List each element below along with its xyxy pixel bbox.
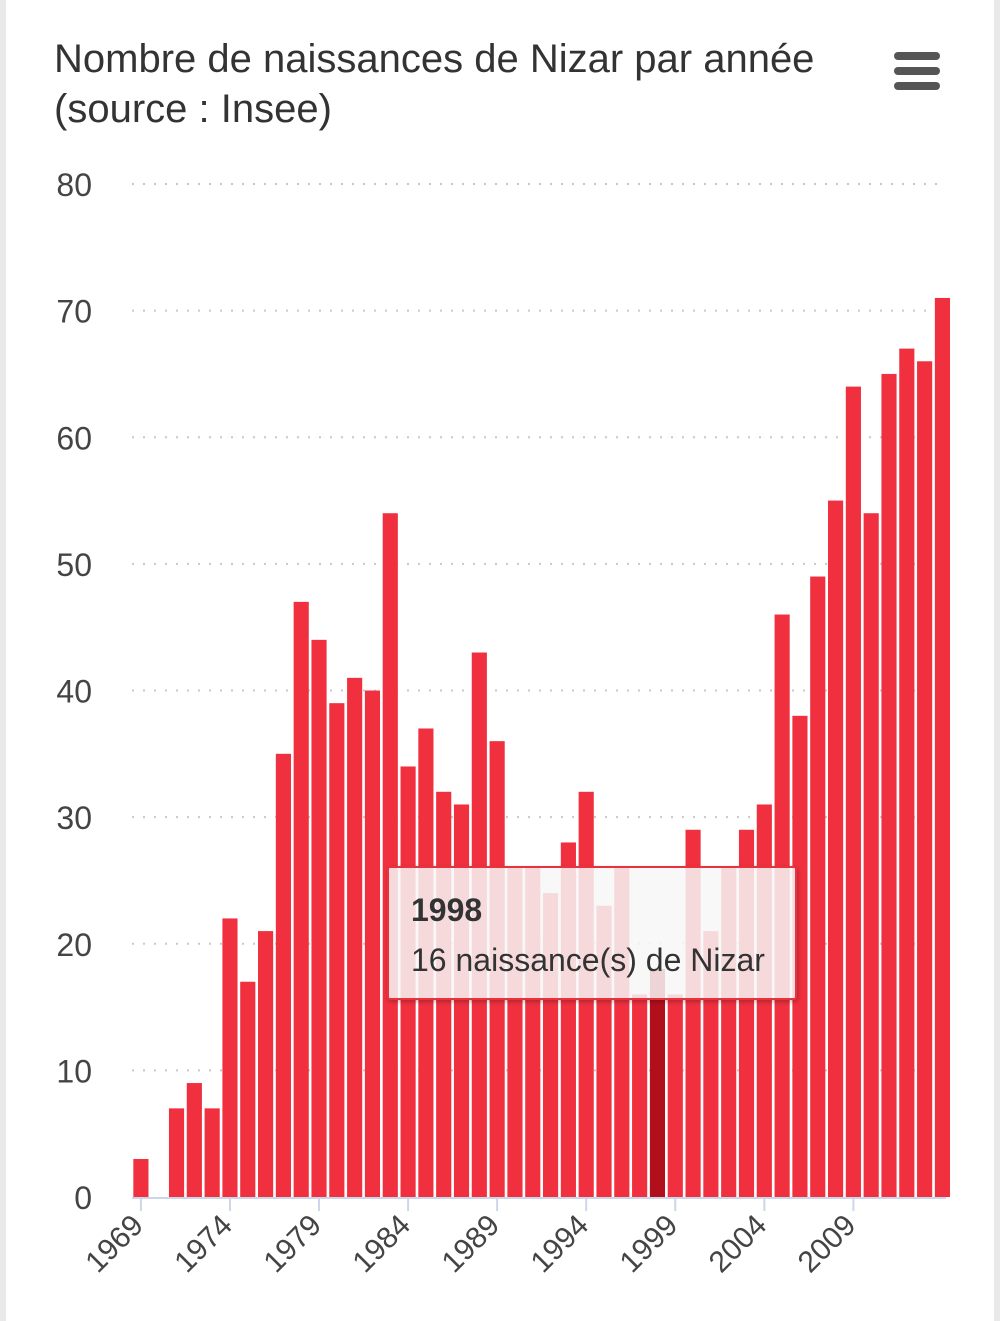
tooltip-year: 1998 (411, 892, 483, 928)
x-tick-label: 1984 (346, 1209, 417, 1280)
y-tick-label: 30 (56, 800, 92, 836)
x-tick-label: 1969 (79, 1209, 150, 1280)
y-tick-label: 50 (56, 547, 92, 583)
y-tick-label: 80 (56, 167, 92, 203)
hamburger-menu-icon (894, 82, 940, 90)
bar-2007[interactable] (810, 576, 826, 1197)
hamburger-menu-icon (894, 52, 940, 60)
bar-1983[interactable] (382, 513, 398, 1197)
x-tick-label: 1989 (436, 1209, 507, 1280)
bar-1975[interactable] (240, 981, 256, 1197)
y-tick-label: 60 (56, 420, 92, 456)
bar-1973[interactable] (204, 1108, 220, 1197)
bar-1980[interactable] (329, 703, 345, 1197)
y-tick-label: 20 (56, 927, 92, 963)
bar-1977[interactable] (275, 753, 291, 1197)
chart-menu-button[interactable] (888, 48, 946, 94)
bar-2011[interactable] (881, 373, 897, 1197)
bar-2013[interactable] (917, 361, 933, 1197)
bar-1999[interactable] (667, 994, 683, 1197)
x-tick-label: 2009 (792, 1209, 863, 1280)
bar-1976[interactable] (258, 931, 274, 1197)
bar-1972[interactable] (186, 1083, 202, 1197)
bar-2009[interactable] (845, 386, 861, 1198)
left-edge (0, 0, 6, 1321)
bar-2014[interactable] (934, 297, 951, 1197)
bar-1997[interactable] (632, 994, 648, 1197)
bar-1987[interactable] (453, 804, 470, 1197)
bar-1978[interactable] (293, 601, 309, 1197)
x-tick-label: 2004 (703, 1209, 774, 1280)
x-tick-label: 1994 (525, 1209, 596, 1280)
x-tick-label: 1974 (168, 1209, 239, 1280)
x-tick-label: 1999 (614, 1209, 685, 1280)
bar-1974[interactable] (222, 918, 238, 1197)
bar-1971[interactable] (168, 1108, 185, 1197)
tooltip-text: 16 naissance(s) de Nizar (411, 942, 765, 978)
chart-title: Nombre de naissances de Nizar par année … (54, 37, 815, 131)
hamburger-menu-icon (894, 67, 940, 75)
bar-1981[interactable] (347, 677, 363, 1197)
right-edge (994, 0, 1000, 1321)
y-tick-label: 10 (56, 1053, 92, 1089)
bar-1979[interactable] (311, 639, 327, 1197)
tooltip: 1998 16 naissance(s) de Nizar (387, 866, 797, 1000)
bar-2010[interactable] (863, 513, 879, 1197)
bar-2012[interactable] (899, 348, 915, 1197)
bar-2008[interactable] (827, 500, 844, 1197)
bar-2006[interactable] (792, 715, 808, 1197)
bar-1998[interactable] (649, 969, 666, 1197)
y-tick-label: 0 (74, 1180, 92, 1216)
bar-1969[interactable] (133, 1159, 149, 1197)
y-tick-label: 70 (56, 294, 92, 330)
bar-2004[interactable] (756, 804, 772, 1197)
bar-1982[interactable] (364, 690, 381, 1198)
y-tick-label: 40 (56, 674, 92, 710)
x-tick-label: 1979 (257, 1209, 328, 1280)
